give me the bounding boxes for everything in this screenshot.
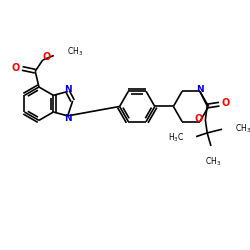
- Text: CH$_3$: CH$_3$: [205, 155, 221, 168]
- Text: O: O: [195, 114, 203, 124]
- Text: N: N: [64, 114, 72, 123]
- Text: O: O: [222, 98, 230, 108]
- Text: CH$_3$: CH$_3$: [67, 46, 83, 58]
- Text: CH$_3$: CH$_3$: [235, 122, 250, 134]
- Text: H$_3$C: H$_3$C: [168, 131, 184, 144]
- Text: N: N: [196, 85, 203, 94]
- Text: O: O: [12, 62, 20, 72]
- Text: N: N: [64, 85, 72, 94]
- Text: O: O: [42, 52, 50, 62]
